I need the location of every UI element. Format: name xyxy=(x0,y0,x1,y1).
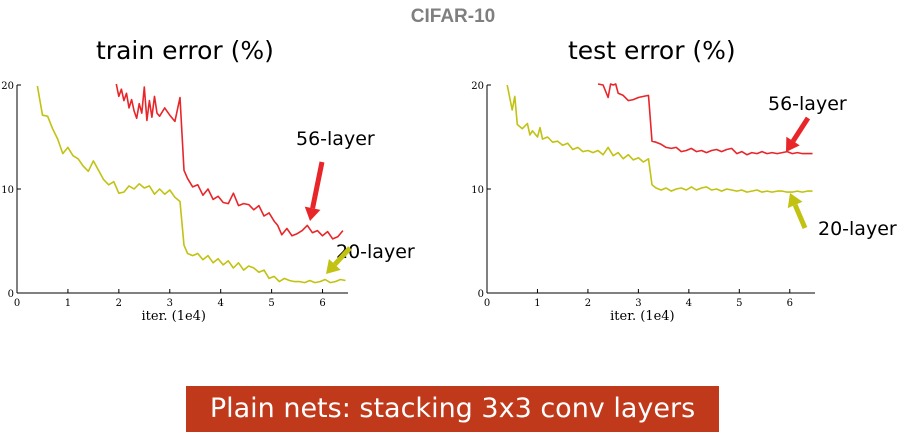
train-x-tick-label: 4 xyxy=(218,298,224,309)
test-series-20-layer xyxy=(506,84,813,193)
test-x-tick-label: 5 xyxy=(736,298,742,309)
train-series-56-layer xyxy=(115,83,344,240)
figure-title: CIFAR-10 xyxy=(410,6,496,27)
test-x-tick-label: 0 xyxy=(484,298,490,309)
train-x-tick-label: 2 xyxy=(116,298,122,309)
train-x-axis-label: iter. (1e4) xyxy=(142,309,207,324)
test-x-tick-label: 3 xyxy=(635,298,641,309)
chart-title-test: test error (%) xyxy=(568,36,736,65)
train-arrow-shaft xyxy=(310,161,325,209)
test-y-tick-label: 10 xyxy=(471,185,484,196)
chart-title-train: train error (%) xyxy=(96,36,274,65)
test-arrow-shaft xyxy=(792,203,808,229)
test-x-tick-label: 1 xyxy=(534,298,540,309)
train-x-tick-label: 6 xyxy=(319,298,325,309)
train-arrow-head xyxy=(326,259,341,274)
train-x-tick-label: 5 xyxy=(268,298,274,309)
train-y-tick-label: 20 xyxy=(1,81,14,92)
train-annotation-20-layer: 20-layer xyxy=(336,241,415,263)
train-arrow-shaft xyxy=(332,246,352,267)
test-annotation-20-layer: 20-layer xyxy=(818,218,897,240)
test-y-tick-label: 0 xyxy=(478,289,484,300)
test-arrow-head xyxy=(787,193,803,209)
test-x-tick-label: 6 xyxy=(787,298,793,309)
train-arrow-head xyxy=(304,206,321,221)
test-x-tick-label: 2 xyxy=(585,298,591,309)
test-x-tick-label: 4 xyxy=(686,298,692,309)
test-x-axis-label: iter. (1e4) xyxy=(610,309,675,324)
test-arrow-head xyxy=(786,136,800,152)
train-y-tick-label: 0 xyxy=(8,289,14,300)
train-series-20-layer xyxy=(36,85,346,284)
test-arrow-shaft xyxy=(790,116,811,143)
test-series-56-layer xyxy=(597,83,813,156)
train-x-tick-label: 3 xyxy=(167,298,173,309)
test-annotation-56-layer: 56-layer xyxy=(768,93,847,115)
train-y-tick-label: 10 xyxy=(1,185,14,196)
caption-banner: Plain nets: stacking 3x3 conv layers xyxy=(186,386,719,432)
train-annotation-56-layer: 56-layer xyxy=(296,128,375,150)
test-y-tick-label: 20 xyxy=(471,81,484,92)
train-x-tick-label: 1 xyxy=(65,298,71,309)
train-x-tick-label: 0 xyxy=(14,298,20,309)
